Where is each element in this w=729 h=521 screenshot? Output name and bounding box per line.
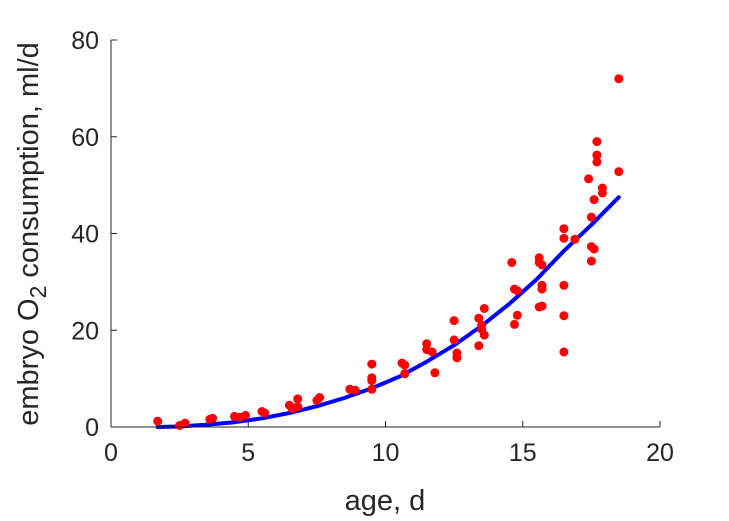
- ticks: 0 5 10 15 20 0 20 40 60 80: [71, 27, 674, 467]
- data-point: [534, 302, 544, 312]
- y-tick-label: 40: [71, 221, 99, 249]
- y-tick-label: 20: [71, 317, 99, 345]
- y-axis-label-subscript: 2: [25, 286, 51, 299]
- data-point: [449, 335, 459, 345]
- data-point: [315, 393, 325, 402]
- data-point: [592, 137, 602, 147]
- data-point: [474, 341, 484, 351]
- data-point: [512, 286, 522, 296]
- data-point: [400, 360, 410, 370]
- data-point: [241, 410, 250, 420]
- data-point: [479, 304, 489, 313]
- data-point: [559, 224, 569, 234]
- fit-curve: [155, 195, 621, 429]
- data-point: [208, 413, 218, 423]
- data-point: [474, 313, 484, 323]
- y-tick-label: 0: [85, 414, 99, 442]
- data-point: [350, 385, 360, 395]
- data-point: [589, 195, 599, 205]
- data-point: [479, 330, 489, 340]
- data-point: [559, 280, 569, 290]
- data-point: [570, 234, 580, 244]
- x-tick-label: 10: [372, 439, 400, 467]
- y-tick-label: 80: [71, 27, 99, 55]
- data-points-layer: [153, 74, 624, 430]
- data-point: [592, 157, 602, 167]
- x-tick-label: 20: [646, 439, 674, 467]
- data-point: [614, 74, 624, 84]
- data-point: [510, 319, 519, 329]
- x-axis-label: age, d: [345, 485, 426, 517]
- data-point: [367, 359, 377, 369]
- data-point: [597, 188, 607, 198]
- y-tick-label: 60: [71, 124, 99, 152]
- data-point: [293, 394, 303, 404]
- data-point: [449, 316, 459, 326]
- data-point: [537, 284, 547, 294]
- data-point: [559, 347, 569, 357]
- x-tick-label: 15: [509, 439, 537, 467]
- fit-curve-layer: [155, 195, 621, 429]
- data-point: [153, 416, 163, 426]
- data-point: [586, 256, 596, 266]
- data-point: [367, 384, 377, 394]
- data-point: [592, 150, 602, 160]
- data-point: [422, 339, 432, 349]
- x-tick-label: 0: [104, 439, 118, 467]
- y-axis-label-part1: embryo O: [13, 298, 45, 425]
- data-point: [584, 174, 594, 184]
- y-axis-label: embryo O2 consumption, ml/d: [13, 42, 51, 426]
- data-point: [367, 376, 377, 386]
- data-point: [589, 244, 599, 254]
- data-point: [586, 212, 596, 222]
- y-axis-label-part2: consumption, ml/d: [13, 42, 45, 285]
- data-point: [430, 368, 440, 378]
- data-point: [452, 353, 462, 363]
- data-point: [293, 402, 303, 412]
- data-point: [400, 369, 410, 379]
- data-point: [512, 310, 522, 320]
- data-point: [537, 260, 547, 270]
- data-point: [180, 418, 190, 428]
- data-point: [427, 347, 437, 357]
- data-point: [559, 311, 569, 321]
- data-point: [260, 408, 270, 418]
- x-tick-label: 5: [241, 439, 255, 467]
- data-point: [614, 167, 624, 177]
- data-point: [507, 258, 517, 267]
- data-point: [559, 233, 569, 243]
